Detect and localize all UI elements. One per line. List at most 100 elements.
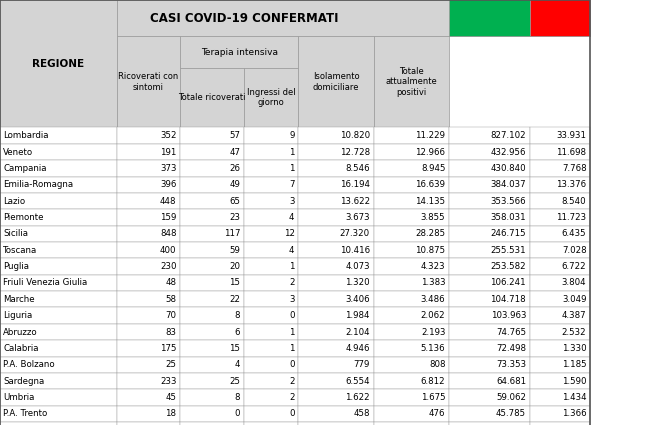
- Text: Umbria: Umbria: [3, 393, 35, 402]
- Bar: [449, 177, 530, 193]
- Text: 6.554: 6.554: [345, 377, 370, 385]
- Bar: [180, 128, 244, 144]
- Bar: [298, 275, 374, 291]
- Bar: [180, 373, 244, 389]
- Bar: [0, 324, 117, 340]
- Text: Totale ricoverati: Totale ricoverati: [178, 93, 246, 102]
- Text: 6: 6: [235, 328, 240, 337]
- Text: 70: 70: [165, 311, 176, 320]
- Text: Toscana: Toscana: [3, 246, 37, 255]
- Bar: [374, 307, 449, 324]
- Bar: [374, 291, 449, 308]
- Text: 1.320: 1.320: [345, 278, 370, 287]
- Bar: [530, 389, 590, 405]
- Text: 7.028: 7.028: [562, 246, 586, 255]
- Text: REGIONE: REGIONE: [32, 59, 85, 69]
- Bar: [180, 177, 244, 193]
- Text: 1.622: 1.622: [345, 393, 370, 402]
- Text: 12: 12: [283, 230, 295, 238]
- Text: 352: 352: [160, 131, 176, 140]
- Bar: [374, 209, 449, 226]
- Text: 430.840: 430.840: [491, 164, 526, 173]
- Text: Lazio: Lazio: [3, 197, 26, 206]
- Text: 4: 4: [289, 213, 295, 222]
- Text: 9: 9: [289, 131, 295, 140]
- Bar: [298, 389, 374, 405]
- Text: Ingressi del
giorno: Ingressi del giorno: [247, 88, 296, 108]
- Bar: [244, 258, 298, 275]
- Text: 1.366: 1.366: [562, 409, 586, 418]
- Text: 45.785: 45.785: [496, 409, 526, 418]
- Bar: [449, 373, 530, 389]
- Bar: [244, 373, 298, 389]
- Text: Totale
attualmente
positivi: Totale attualmente positivi: [386, 67, 438, 97]
- Bar: [244, 68, 298, 128]
- Text: 3.486: 3.486: [420, 295, 445, 304]
- Bar: [117, 405, 180, 422]
- Text: 1.185: 1.185: [562, 360, 586, 369]
- Bar: [449, 160, 530, 177]
- Text: 373: 373: [160, 164, 176, 173]
- Bar: [117, 128, 180, 144]
- Bar: [298, 242, 374, 258]
- Bar: [244, 307, 298, 324]
- Bar: [374, 242, 449, 258]
- Bar: [449, 226, 530, 242]
- Text: 358.031: 358.031: [491, 213, 526, 222]
- Text: 11.723: 11.723: [556, 213, 586, 222]
- Bar: [180, 193, 244, 209]
- Bar: [298, 193, 374, 209]
- Text: 15: 15: [229, 278, 240, 287]
- Bar: [298, 405, 374, 422]
- Bar: [298, 340, 374, 357]
- Text: 246.715: 246.715: [491, 230, 526, 238]
- Text: 8.540: 8.540: [562, 197, 586, 206]
- Text: 808: 808: [429, 360, 445, 369]
- Text: 2.104: 2.104: [345, 328, 370, 337]
- Text: 25: 25: [165, 360, 176, 369]
- Bar: [449, 422, 530, 425]
- Bar: [374, 36, 449, 127]
- Text: 0: 0: [235, 409, 240, 418]
- Text: 233: 233: [160, 377, 176, 385]
- Bar: [530, 373, 590, 389]
- Bar: [0, 128, 117, 144]
- Text: 58: 58: [165, 295, 176, 304]
- Bar: [374, 193, 449, 209]
- Bar: [244, 128, 298, 144]
- Bar: [180, 144, 244, 160]
- Text: 1: 1: [289, 164, 295, 173]
- Bar: [374, 258, 449, 275]
- Text: 106.241: 106.241: [491, 278, 526, 287]
- Bar: [530, 144, 590, 160]
- Bar: [244, 226, 298, 242]
- Text: 59.062: 59.062: [496, 393, 526, 402]
- Text: Sicilia: Sicilia: [3, 230, 28, 238]
- Bar: [449, 144, 530, 160]
- Text: Friuli Venezia Giulia: Friuli Venezia Giulia: [3, 278, 87, 287]
- Text: 8: 8: [235, 393, 240, 402]
- Bar: [530, 193, 590, 209]
- Bar: [449, 291, 530, 308]
- Text: 13.622: 13.622: [340, 197, 370, 206]
- Text: 848: 848: [160, 230, 176, 238]
- Text: 25: 25: [229, 377, 240, 385]
- Bar: [374, 357, 449, 373]
- Text: 10.416: 10.416: [340, 246, 370, 255]
- Text: 12.728: 12.728: [340, 147, 370, 156]
- Bar: [180, 389, 244, 405]
- Text: Ricoverati con
sintomi: Ricoverati con sintomi: [119, 72, 178, 91]
- Text: 4.946: 4.946: [346, 344, 370, 353]
- Bar: [117, 258, 180, 275]
- Bar: [180, 324, 244, 340]
- Bar: [180, 209, 244, 226]
- Bar: [117, 307, 180, 324]
- Text: 827.102: 827.102: [491, 131, 526, 140]
- Text: 73.353: 73.353: [496, 360, 526, 369]
- Text: Piemonte: Piemonte: [3, 213, 44, 222]
- Bar: [298, 226, 374, 242]
- Text: 83: 83: [165, 328, 176, 337]
- Text: 3.049: 3.049: [562, 295, 586, 304]
- Bar: [0, 177, 117, 193]
- Text: 14.135: 14.135: [415, 197, 445, 206]
